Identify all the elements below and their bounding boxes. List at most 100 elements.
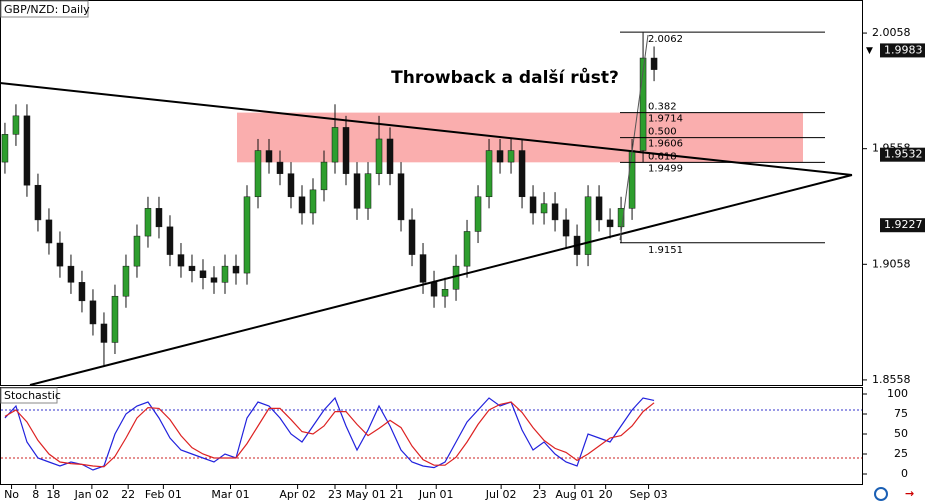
fib-ratio: 0.618 bbox=[648, 151, 677, 162]
candle-body bbox=[199, 270, 207, 278]
x-tick-label: Sep 03 bbox=[629, 488, 667, 501]
stoch-title-box bbox=[0, 387, 58, 404]
ascending-trendline bbox=[29, 174, 853, 386]
candle-body bbox=[375, 138, 383, 174]
candle-body bbox=[606, 219, 614, 228]
link-icon[interactable] bbox=[874, 487, 888, 501]
y-tick-label: 0 bbox=[901, 467, 908, 480]
candle-body bbox=[562, 219, 570, 237]
y-tick-label: 2.0058 bbox=[872, 26, 911, 39]
candle-body bbox=[309, 189, 317, 214]
price-arrow: ▼ bbox=[866, 46, 873, 56]
candle-body bbox=[122, 265, 130, 297]
x-tick-label: 8 bbox=[32, 488, 39, 501]
candle-body bbox=[78, 282, 86, 302]
x-tick-label: Jul 02 bbox=[485, 488, 517, 501]
stoch-panel-border bbox=[0, 387, 863, 485]
candle-body bbox=[177, 254, 185, 267]
x-tick-label: 18 bbox=[46, 488, 60, 501]
price-tag bbox=[880, 147, 925, 162]
candle-body bbox=[342, 127, 350, 174]
x-tick-label: Jan 02 bbox=[74, 488, 109, 501]
plot bbox=[1, 32, 658, 366]
candle-body bbox=[166, 226, 174, 255]
candle-body bbox=[232, 265, 240, 274]
fib-price: 1.9499 bbox=[648, 163, 683, 174]
candle-body bbox=[639, 57, 647, 151]
candle-body bbox=[551, 203, 559, 221]
candle-body bbox=[584, 196, 592, 255]
fib-ratio: 0.382 bbox=[648, 102, 677, 113]
candle-body bbox=[463, 231, 471, 267]
price-tag bbox=[880, 43, 925, 58]
candle-body bbox=[507, 150, 515, 163]
fib-extreme-price: 2.0062 bbox=[648, 34, 683, 45]
fib-price: 1.9714 bbox=[648, 114, 683, 125]
fib-extreme-price: 1.9151 bbox=[648, 245, 683, 256]
price-tag bbox=[880, 218, 925, 233]
x-tick-label: Feb 01 bbox=[145, 488, 182, 501]
candle-body bbox=[474, 196, 482, 232]
x-tick-label: 23 bbox=[328, 488, 342, 501]
arrow-icon[interactable]: → bbox=[905, 487, 914, 500]
candle-body bbox=[155, 208, 163, 228]
candle-body bbox=[496, 150, 504, 163]
candle-body bbox=[408, 219, 416, 255]
candle-body bbox=[133, 235, 141, 267]
candle-body bbox=[12, 115, 20, 135]
x-tick-label: No bbox=[4, 488, 19, 501]
y-tick-label: 100 bbox=[887, 387, 908, 400]
candle-body bbox=[485, 150, 493, 198]
toolbar-icons[interactable]: → bbox=[874, 487, 914, 501]
price-tag-label: 1.9532 bbox=[884, 148, 923, 161]
y-tick-label: 1.9058 bbox=[872, 257, 911, 270]
stoch-line bbox=[4, 401, 655, 468]
candle-body bbox=[595, 196, 603, 221]
candle-body bbox=[100, 323, 108, 343]
candle-body bbox=[45, 219, 53, 244]
stoch-title: Stochastic bbox=[4, 389, 61, 402]
descending-trendline bbox=[0, 82, 853, 176]
stoch-line bbox=[4, 396, 655, 471]
x-tick-label: May 01 bbox=[346, 488, 386, 501]
candle-body bbox=[540, 203, 548, 214]
candle-body bbox=[320, 161, 328, 191]
candle-body bbox=[111, 295, 119, 343]
y-tick-label: 25 bbox=[894, 447, 908, 460]
y-tick-label: 50 bbox=[894, 427, 908, 440]
title-box bbox=[0, 0, 89, 18]
fib-ratio: 0.500 bbox=[648, 127, 677, 138]
candle-body bbox=[430, 282, 438, 297]
candle-body bbox=[397, 173, 405, 221]
candle-body bbox=[276, 161, 284, 174]
candle-body bbox=[441, 289, 449, 297]
candle-body bbox=[628, 150, 636, 209]
candle-body bbox=[144, 208, 152, 237]
candle-body bbox=[188, 265, 196, 272]
candle-body bbox=[56, 242, 64, 267]
fib-price: 1.9606 bbox=[648, 139, 683, 150]
x-tick-label: 22 bbox=[121, 488, 135, 501]
y-tick-label: 75 bbox=[894, 407, 908, 420]
candle-body bbox=[331, 127, 339, 163]
main-panel-border bbox=[0, 0, 863, 386]
x-tick-label: Aug 01 bbox=[555, 488, 594, 501]
candle-body bbox=[34, 184, 42, 221]
chart-title: GBP/NZD: Daily bbox=[4, 3, 90, 16]
x-tick-label: Mar 01 bbox=[211, 488, 249, 501]
candle-body bbox=[67, 265, 75, 283]
candle-body bbox=[210, 277, 218, 283]
candle-body bbox=[529, 196, 537, 214]
price-tag-label: 1.9227 bbox=[884, 218, 923, 231]
candle-body bbox=[364, 173, 372, 209]
candle-body bbox=[650, 57, 658, 70]
candle-body bbox=[298, 196, 306, 214]
x-tick-label: 23 bbox=[533, 488, 547, 501]
candle-body bbox=[243, 196, 251, 274]
price-tag-label: 1.9983 bbox=[884, 43, 923, 56]
x-tick-label: 20 bbox=[599, 488, 613, 501]
candle-body bbox=[23, 115, 31, 186]
candle-body bbox=[419, 254, 427, 283]
